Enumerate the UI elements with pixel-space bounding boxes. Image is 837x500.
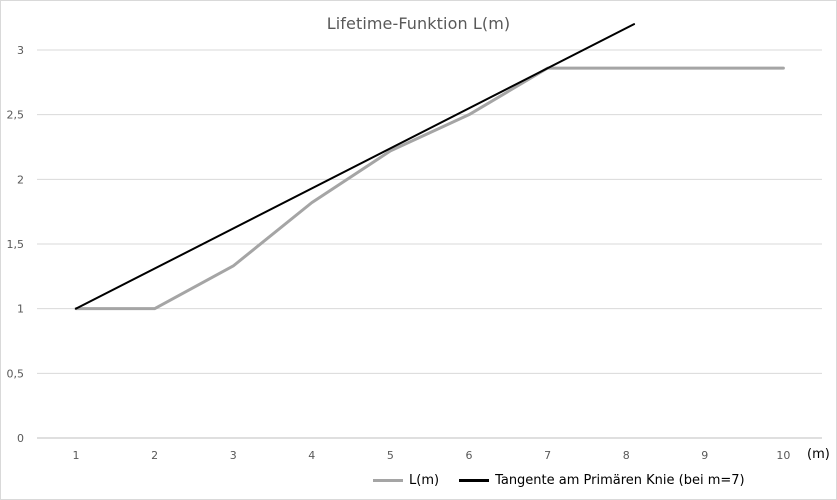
x-axis-unit-label: (m) <box>807 447 830 462</box>
y-tick-label: 2,5 <box>7 109 25 122</box>
series-line-2 <box>75 23 636 310</box>
legend-label-series-2: Tangente am Primären Knie (bei m=7) <box>495 473 745 488</box>
x-tick-label: 10 <box>776 449 790 462</box>
y-tick-label: 3 <box>17 44 24 57</box>
legend: L(m) Tangente am Primären Knie (bei m=7) <box>373 473 765 488</box>
chart-title: Lifetime-Funktion L(m) <box>326 14 511 33</box>
x-tick-label: 3 <box>230 449 237 462</box>
y-tick-label: 2 <box>17 173 24 186</box>
x-tick-label: 6 <box>466 449 473 462</box>
x-tick-label: 5 <box>387 449 394 462</box>
y-tick-label: 1 <box>17 303 24 316</box>
y-tick-label: 1,5 <box>7 238 25 251</box>
legend-label-series-1: L(m) <box>409 473 440 488</box>
legend-swatch-series-2 <box>459 479 490 482</box>
x-tick-label: 8 <box>623 449 630 462</box>
x-tick-label: 7 <box>544 449 551 462</box>
legend-item-series-2: Tangente am Primären Knie (bei m=7) <box>459 473 745 488</box>
series-line-1 <box>74 66 785 311</box>
y-tick-label: 0 <box>17 432 24 445</box>
x-tick-label: 1 <box>73 449 80 462</box>
x-tick-label: 4 <box>308 449 315 462</box>
x-tick-label: 2 <box>151 449 158 462</box>
x-tick-label: 9 <box>701 449 708 462</box>
y-tick-label: 0,5 <box>7 367 25 380</box>
legend-item-series-1: L(m) <box>373 473 439 488</box>
legend-swatch-series-1 <box>373 479 403 482</box>
